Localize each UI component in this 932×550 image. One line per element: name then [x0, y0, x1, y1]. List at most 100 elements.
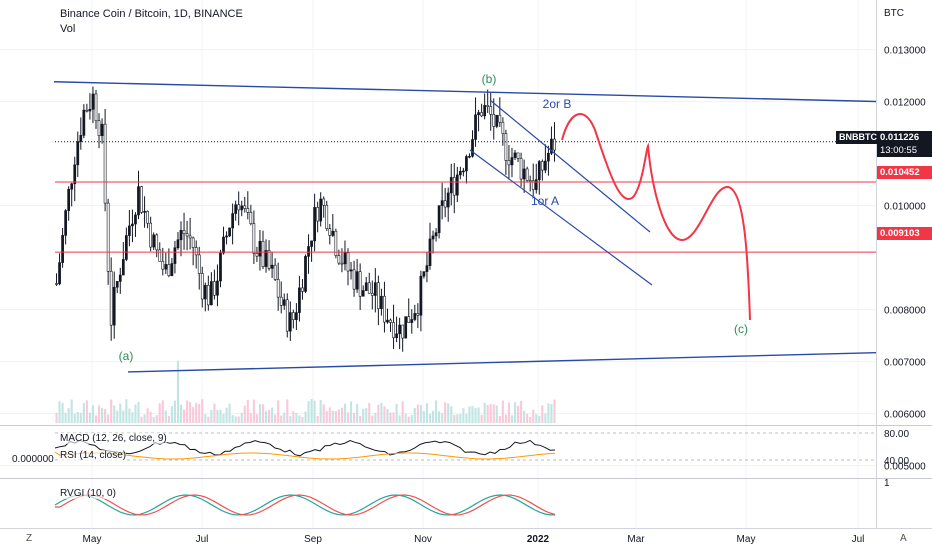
- candle-body: [149, 222, 153, 248]
- flag-upper-line: [489, 99, 651, 233]
- candle-body: [504, 133, 508, 161]
- candle-body: [407, 316, 411, 323]
- candle-body: [219, 252, 222, 282]
- candle-body: [252, 223, 256, 254]
- pane-separator-2[interactable]: [0, 478, 932, 479]
- volume-bar: [444, 402, 447, 423]
- candle-body: [273, 264, 277, 280]
- volume-bar: [110, 399, 113, 423]
- volume-bar: [450, 406, 453, 423]
- candle-body: [501, 121, 505, 134]
- candle-body: [477, 112, 480, 116]
- candle-body: [301, 287, 304, 292]
- candle-body: [161, 261, 165, 270]
- price-axis[interactable]: [876, 0, 932, 528]
- candle-body: [197, 254, 201, 274]
- candle-body: [510, 157, 514, 166]
- volume-bar: [82, 403, 85, 423]
- candle-body: [449, 177, 453, 194]
- candle-body: [531, 180, 535, 190]
- price-tick-label: 0.008000: [884, 306, 926, 317]
- candle-body: [167, 264, 171, 276]
- candle-body: [228, 227, 231, 237]
- volume-bar: [161, 400, 164, 423]
- volume-bar: [310, 399, 313, 423]
- volume-bar: [550, 403, 553, 423]
- candle-body: [237, 204, 241, 211]
- candle-body: [298, 287, 301, 313]
- candle-body: [79, 135, 83, 142]
- volume-bar: [386, 408, 389, 423]
- volume-bar: [219, 409, 222, 423]
- volume-bar: [395, 403, 398, 423]
- candle-body: [97, 120, 101, 137]
- candle-body: [134, 214, 137, 225]
- volume-bar: [55, 412, 58, 423]
- wave-annotation: (a): [119, 349, 134, 363]
- volume-bar: [307, 401, 310, 423]
- macd-value: 0.000000: [12, 454, 54, 465]
- candle-body: [270, 264, 274, 269]
- volume-bar: [189, 402, 192, 423]
- volume-bar: [213, 403, 216, 423]
- candle-body: [462, 170, 465, 173]
- candle-body: [483, 105, 487, 117]
- volume-bar: [510, 415, 514, 423]
- candle-body: [392, 322, 395, 339]
- time-tick-label: Sep: [304, 534, 322, 545]
- zoom-button[interactable]: Z: [26, 533, 33, 544]
- volume-bar: [331, 410, 334, 423]
- volume-bar: [368, 402, 371, 423]
- candle-body: [528, 180, 532, 182]
- volume-bar: [271, 407, 274, 423]
- volume-bar: [149, 411, 152, 423]
- candle-body: [416, 313, 420, 316]
- time-tick-label: Mar: [627, 534, 645, 545]
- candle-body: [498, 114, 502, 123]
- candle-body: [422, 271, 426, 277]
- candle-body: [100, 123, 104, 137]
- candle-body: [246, 208, 250, 213]
- volume-bar: [143, 414, 146, 423]
- volume-bar: [495, 405, 498, 423]
- rvgi-signal-line: [55, 494, 556, 516]
- volume-bar: [392, 412, 395, 423]
- time-tick-label: May: [83, 534, 102, 545]
- volume-bar: [374, 412, 377, 423]
- volume-bar: [173, 400, 176, 423]
- candle-body: [340, 262, 344, 265]
- volume-bar: [325, 411, 328, 423]
- candle-body: [513, 152, 517, 158]
- macd-label: MACD (12, 26, close, 9): [60, 433, 167, 444]
- candle-body: [419, 275, 423, 316]
- volume-bar: [146, 408, 149, 423]
- volume-bar: [468, 406, 471, 423]
- pane-separator-1[interactable]: [0, 425, 932, 426]
- volume-bar: [398, 415, 401, 423]
- candle-body: [440, 200, 444, 206]
- volume-bar: [119, 403, 122, 423]
- candle-body: [234, 204, 238, 214]
- volume-bar: [477, 407, 480, 423]
- auto-scale-button[interactable]: A: [900, 533, 907, 544]
- volume-bar: [283, 412, 286, 423]
- candle-body: [434, 232, 438, 237]
- price-tick-label: 0.005000: [884, 462, 926, 473]
- wave-annotation: 1or A: [531, 194, 559, 208]
- candle-body: [137, 186, 140, 216]
- volume-bar: [362, 408, 365, 423]
- candle-body: [358, 271, 362, 297]
- candle-body: [222, 236, 225, 254]
- volume-bar: [198, 404, 201, 423]
- volume-bar: [513, 402, 517, 423]
- currency-label: BTC: [884, 8, 904, 19]
- candle-body: [70, 183, 74, 190]
- volume-bar: [225, 407, 228, 423]
- volume-bar: [243, 405, 246, 423]
- time-axis[interactable]: [0, 528, 932, 550]
- volume-bar: [140, 416, 143, 423]
- candle-body: [115, 281, 119, 288]
- volume-bar: [334, 411, 337, 423]
- volume-bar: [313, 400, 316, 423]
